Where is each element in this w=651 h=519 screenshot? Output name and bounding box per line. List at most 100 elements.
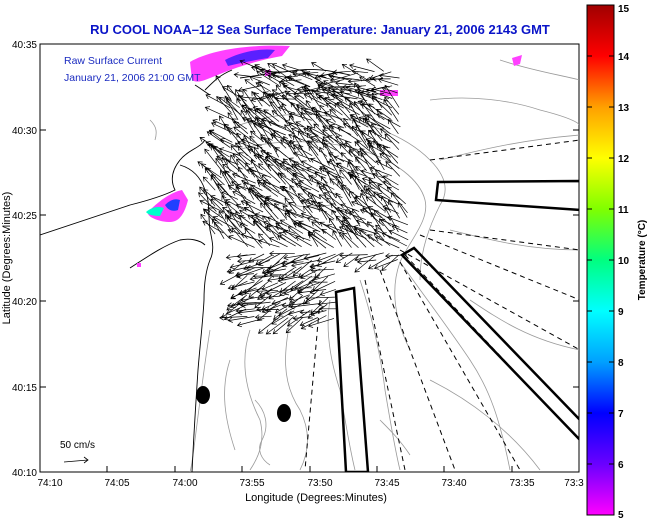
current-vector	[299, 309, 321, 316]
x-tick-7: 73:35	[509, 478, 534, 489]
current-vector	[225, 199, 246, 211]
current-vector	[267, 121, 296, 134]
current-vector	[311, 221, 327, 234]
current-vector	[368, 144, 385, 171]
colorbar-tick-label: 14	[618, 52, 630, 63]
x-tick-2: 74:00	[172, 478, 197, 489]
site-marker-east	[277, 404, 291, 422]
current-vector	[329, 178, 343, 191]
current-vector	[321, 175, 337, 199]
current-vector	[376, 193, 399, 205]
current-vector	[281, 94, 303, 115]
current-vector	[236, 300, 263, 307]
current-vector	[219, 169, 232, 191]
current-vector	[267, 151, 281, 170]
current-vector	[284, 124, 302, 143]
current-vector	[329, 158, 344, 184]
current-vector	[268, 237, 288, 248]
current-vector	[235, 272, 254, 278]
y-tick-1: 40:30	[12, 126, 37, 137]
current-vector	[322, 183, 337, 207]
current-vector	[240, 295, 264, 303]
current-vector	[352, 118, 367, 143]
current-vector	[291, 163, 313, 186]
current-vector	[237, 287, 264, 296]
current-vector	[295, 236, 312, 247]
colorbar-tick-label: 7	[618, 409, 624, 420]
current-vector	[366, 115, 391, 135]
current-vector	[366, 221, 385, 241]
current-vector	[358, 91, 376, 115]
current-vector	[227, 281, 255, 291]
current-vector	[204, 106, 233, 120]
current-vector	[346, 224, 367, 248]
current-vector	[244, 227, 263, 249]
current-vector	[370, 211, 384, 233]
current-vector	[360, 104, 385, 121]
current-vector	[215, 75, 232, 101]
current-vector	[250, 119, 263, 137]
current-vector	[252, 273, 279, 279]
x-tick-4: 73:50	[307, 478, 332, 489]
current-vector	[254, 193, 281, 204]
current-vector	[247, 145, 263, 164]
current-vector	[236, 158, 249, 172]
current-vector	[339, 90, 368, 102]
current-vector	[329, 124, 352, 135]
current-vector	[282, 229, 311, 241]
current-vector	[343, 254, 361, 267]
current-vector	[342, 232, 359, 249]
current-vector	[292, 315, 311, 321]
current-vector	[212, 216, 233, 228]
current-vector	[285, 316, 304, 334]
current-vector	[226, 209, 246, 219]
current-vector	[307, 318, 335, 328]
current-vector	[300, 212, 320, 220]
current-vector	[373, 228, 400, 242]
current-vector	[204, 148, 222, 171]
current-vector	[274, 202, 288, 221]
colorbar-tick-label: 5	[618, 510, 624, 519]
current-vector	[377, 77, 399, 86]
current-vector	[281, 83, 305, 100]
current-vector	[349, 190, 359, 205]
current-vector	[310, 157, 335, 171]
current-vector	[259, 68, 280, 79]
current-vector	[305, 295, 335, 301]
current-vector	[328, 217, 344, 240]
current-vector	[323, 192, 343, 207]
current-vector	[391, 224, 408, 234]
current-vector	[294, 95, 311, 109]
current-vector	[384, 253, 408, 259]
current-vector	[381, 195, 392, 213]
current-vector	[309, 310, 327, 317]
current-vector	[300, 107, 320, 127]
current-vector	[237, 309, 264, 316]
dashed-lines	[304, 139, 579, 471]
colorbar-tick-label: 9	[618, 307, 624, 318]
current-vector	[252, 122, 271, 134]
current-vector	[326, 197, 345, 220]
current-vector	[266, 253, 287, 273]
current-vector	[322, 139, 335, 158]
colorbar-tick-label: 12	[618, 154, 630, 165]
current-vector	[283, 253, 311, 261]
current-vector	[290, 127, 318, 143]
current-vector	[335, 192, 352, 214]
current-vector	[265, 317, 289, 335]
current-vector	[319, 289, 336, 297]
current-vector	[235, 186, 249, 206]
current-vector	[388, 199, 400, 219]
current-vector	[298, 220, 321, 233]
current-vector	[359, 76, 376, 87]
current-vector	[251, 189, 270, 200]
current-vector	[349, 173, 369, 199]
current-vector	[378, 73, 400, 79]
current-vector	[208, 129, 233, 143]
y-tick-0: 40:35	[12, 40, 37, 51]
current-vector	[286, 75, 311, 88]
current-vector	[383, 180, 400, 191]
current-vector	[329, 74, 360, 81]
current-vector	[295, 121, 319, 137]
